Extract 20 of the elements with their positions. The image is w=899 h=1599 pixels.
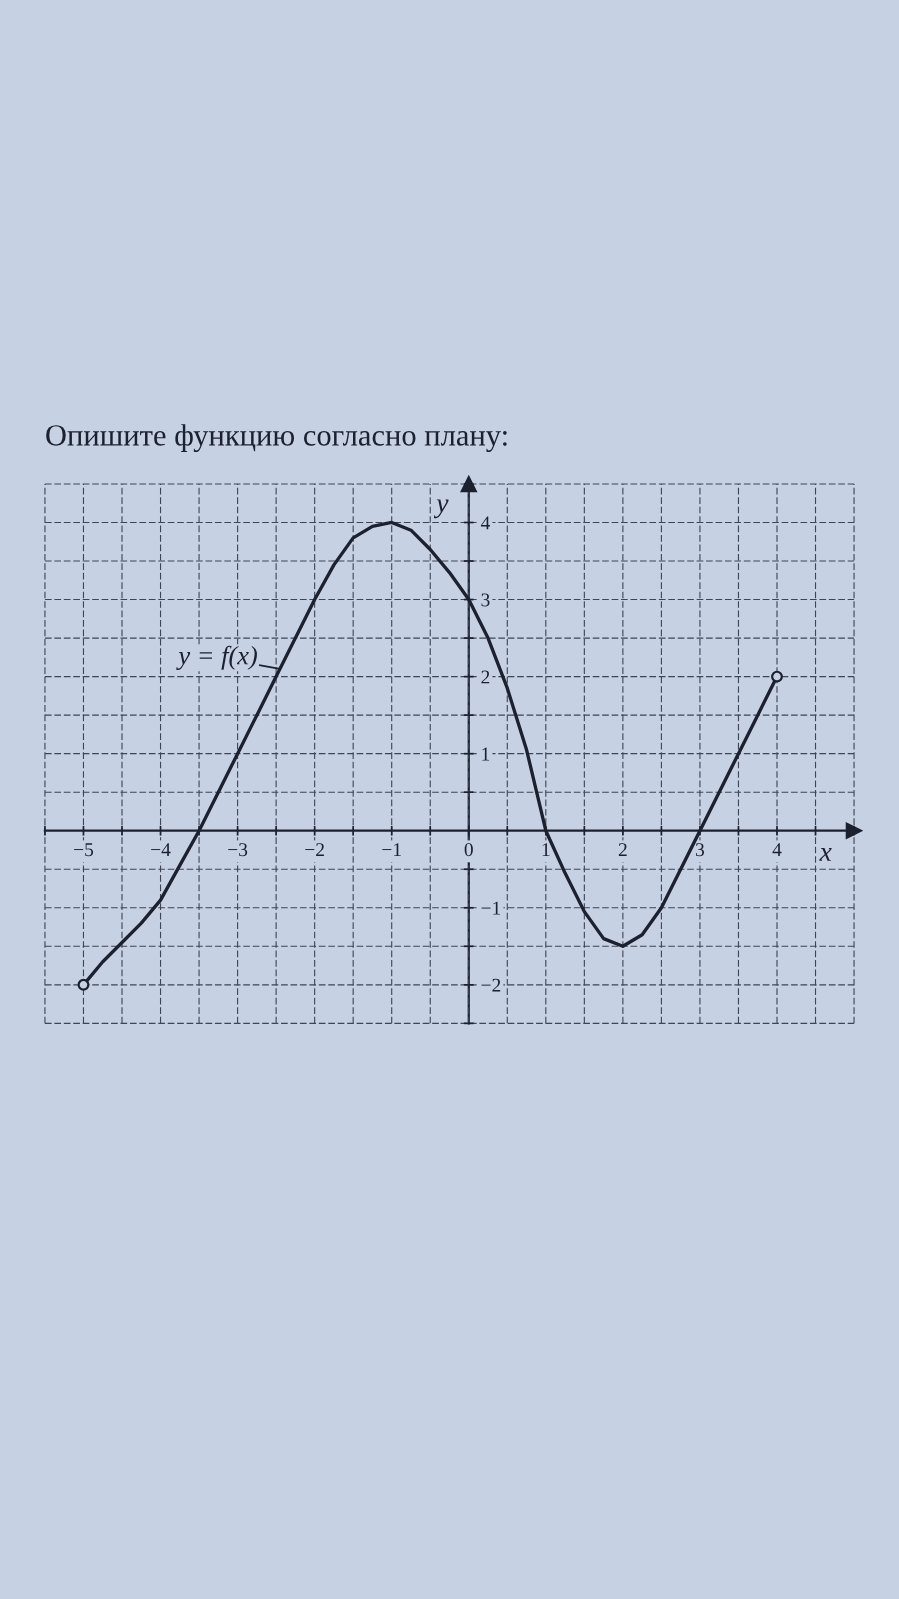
y-tick-label: −1 <box>481 901 501 915</box>
x-axis-title: x <box>819 848 832 861</box>
x-tick-label: 2 <box>618 843 627 857</box>
y-tick-label: 3 <box>481 593 490 607</box>
y-tick-label: 2 <box>481 670 490 684</box>
x-tick-label: −5 <box>74 843 94 857</box>
chart-title: Опишите функцию согласно плану: <box>46 424 507 452</box>
y-axis-title: y <box>433 499 449 519</box>
x-tick-label: −2 <box>305 843 324 857</box>
x-tick-label: −1 <box>382 843 401 857</box>
x-tick-label: −3 <box>228 843 248 857</box>
x-tick-label: 4 <box>772 843 782 857</box>
x-tick-label: −4 <box>151 843 171 857</box>
x-tick-label: 1 <box>542 843 550 857</box>
y-tick-label: 1 <box>482 747 490 761</box>
x-tick-label: 0 <box>464 843 473 857</box>
y-tick-label: 4 <box>480 516 490 530</box>
x-tick-label: 3 <box>696 843 705 857</box>
annotation: y = f(x) <box>176 645 257 670</box>
y-tick-label: −2 <box>481 978 501 992</box>
